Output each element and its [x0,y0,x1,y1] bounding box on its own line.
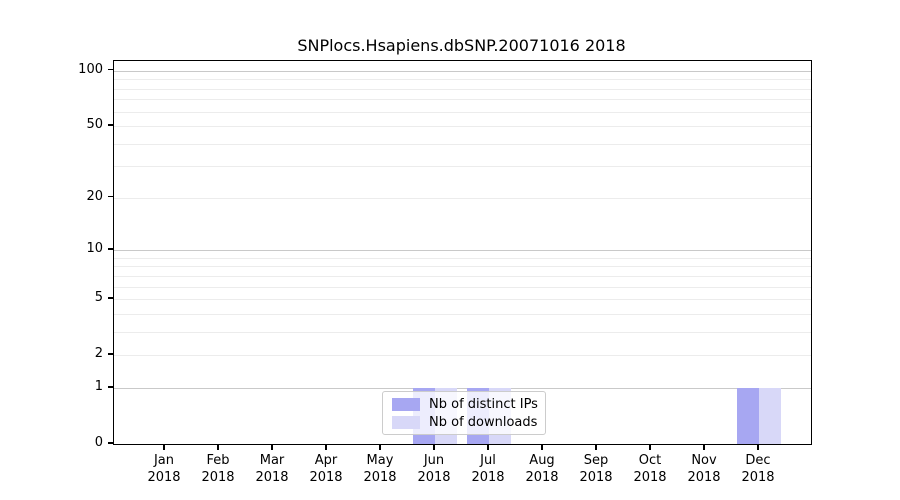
x-tick-year: 2018 [363,470,397,485]
y-axis-tick [108,124,113,126]
x-axis-tick [217,445,219,450]
x-tick-year: 2018 [417,470,451,485]
y-axis-tick-label: 10 [86,241,103,257]
x-tick-month: Jun [423,453,445,468]
y-axis-tick [108,195,113,198]
bar-downloads [759,387,781,444]
x-tick-month: Oct [638,453,662,468]
x-axis-tick-label: Jan 2018 [134,452,194,486]
y-gridline-minor [114,257,811,259]
x-tick-month: Mar [259,453,285,468]
x-axis-tick-label: Feb 2018 [188,452,248,486]
x-axis-tick-label: Dec 2018 [728,452,788,486]
y-gridline-minor [114,99,811,101]
x-axis-tick-label: Sep 2018 [566,452,626,486]
x-tick-month: Jul [480,453,496,468]
x-tick-year: 2018 [147,470,181,485]
y-axis-tick [108,248,113,250]
x-tick-year: 2018 [525,470,559,485]
x-axis-tick [757,445,759,450]
y-gridline-minor [114,355,811,357]
x-tick-year: 2018 [471,470,505,485]
y-gridline-minor [114,275,811,277]
y-axis-tick-label: 5 [94,290,103,306]
x-axis-tick [325,445,327,450]
y-gridline-major [114,70,811,72]
y-axis-tick [108,385,113,388]
x-tick-month: May [366,453,394,468]
x-axis-tick [271,445,273,450]
x-tick-year: 2018 [633,470,667,485]
legend-item-label: Nb of distinct IPs [429,396,538,412]
legend: Nb of distinct IPs Nb of downloads [382,391,546,435]
y-axis-tick-label: 50 [86,117,103,133]
y-axis-tick-label: 100 [78,61,103,77]
y-gridline-minor [114,197,811,199]
x-axis-tick [433,445,435,450]
x-tick-year: 2018 [741,470,775,485]
x-axis-tick [703,445,705,450]
y-gridline-minor [114,111,811,113]
y-gridline-minor [114,286,811,288]
x-axis-tick-label: Apr 2018 [296,452,356,486]
x-tick-month: Feb [206,453,230,468]
x-axis-tick [487,445,489,450]
legend-item-label: Nb of downloads [429,414,538,430]
legend-swatch-distinct-ips [392,397,420,411]
y-gridline-minor [114,166,811,168]
bar-distinct-ips [737,387,759,444]
plot-area: Nb of distinct IPs Nb of downloads [113,60,812,445]
x-tick-year: 2018 [687,470,721,485]
x-axis-tick [379,445,381,450]
x-axis-tick [163,445,165,450]
x-axis-tick [541,445,543,450]
x-tick-year: 2018 [201,470,235,485]
x-axis-tick-label: Jun 2018 [404,452,464,486]
x-tick-year: 2018 [255,470,289,485]
x-axis-tick [595,445,597,450]
x-tick-month: Apr [314,453,338,468]
y-axis-tick [108,353,113,355]
y-gridline-major [114,387,811,389]
legend-item: Nb of downloads [383,415,545,430]
y-gridline-minor [114,79,811,81]
x-tick-month: Dec [745,453,771,468]
x-tick-month: Jan [153,453,175,468]
y-axis-tick-label: 20 [86,188,103,204]
legend-item: Nb of distinct IPs [383,397,545,412]
x-tick-year: 2018 [309,470,343,485]
x-tick-month: Aug [529,453,555,468]
x-tick-year: 2018 [579,470,613,485]
legend-swatch-downloads [392,415,420,429]
y-axis-tick-label: 2 [94,346,103,362]
y-gridline-minor [114,143,811,145]
y-gridline-minor [114,266,811,268]
y-gridline-major [114,250,811,252]
y-gridline-minor [114,126,811,128]
x-axis-tick [649,445,651,450]
x-axis-tick-label: Oct 2018 [620,452,680,486]
x-tick-month: Sep [583,453,609,468]
y-gridline-minor [114,88,811,90]
y-axis-tick [108,297,113,299]
x-axis-tick-label: Mar 2018 [242,452,302,486]
y-axis-tick [108,68,113,71]
x-axis-tick-label: Aug 2018 [512,452,572,486]
y-axis-tick-label: 1 [94,378,103,394]
y-axis-tick-label: 0 [94,435,103,450]
x-axis-tick-label: Jul 2018 [458,452,518,486]
y-gridline-minor [114,299,811,301]
chart-title: SNPlocs.Hsapiens.dbSNP.20071016 2018 [297,36,626,55]
y-axis-tick [108,442,113,444]
x-tick-month: Nov [691,453,717,468]
x-axis-tick-label: May 2018 [350,452,410,486]
x-axis-tick-label: Nov 2018 [674,452,734,486]
y-gridline-minor [114,331,811,333]
y-gridline-minor [114,313,811,315]
